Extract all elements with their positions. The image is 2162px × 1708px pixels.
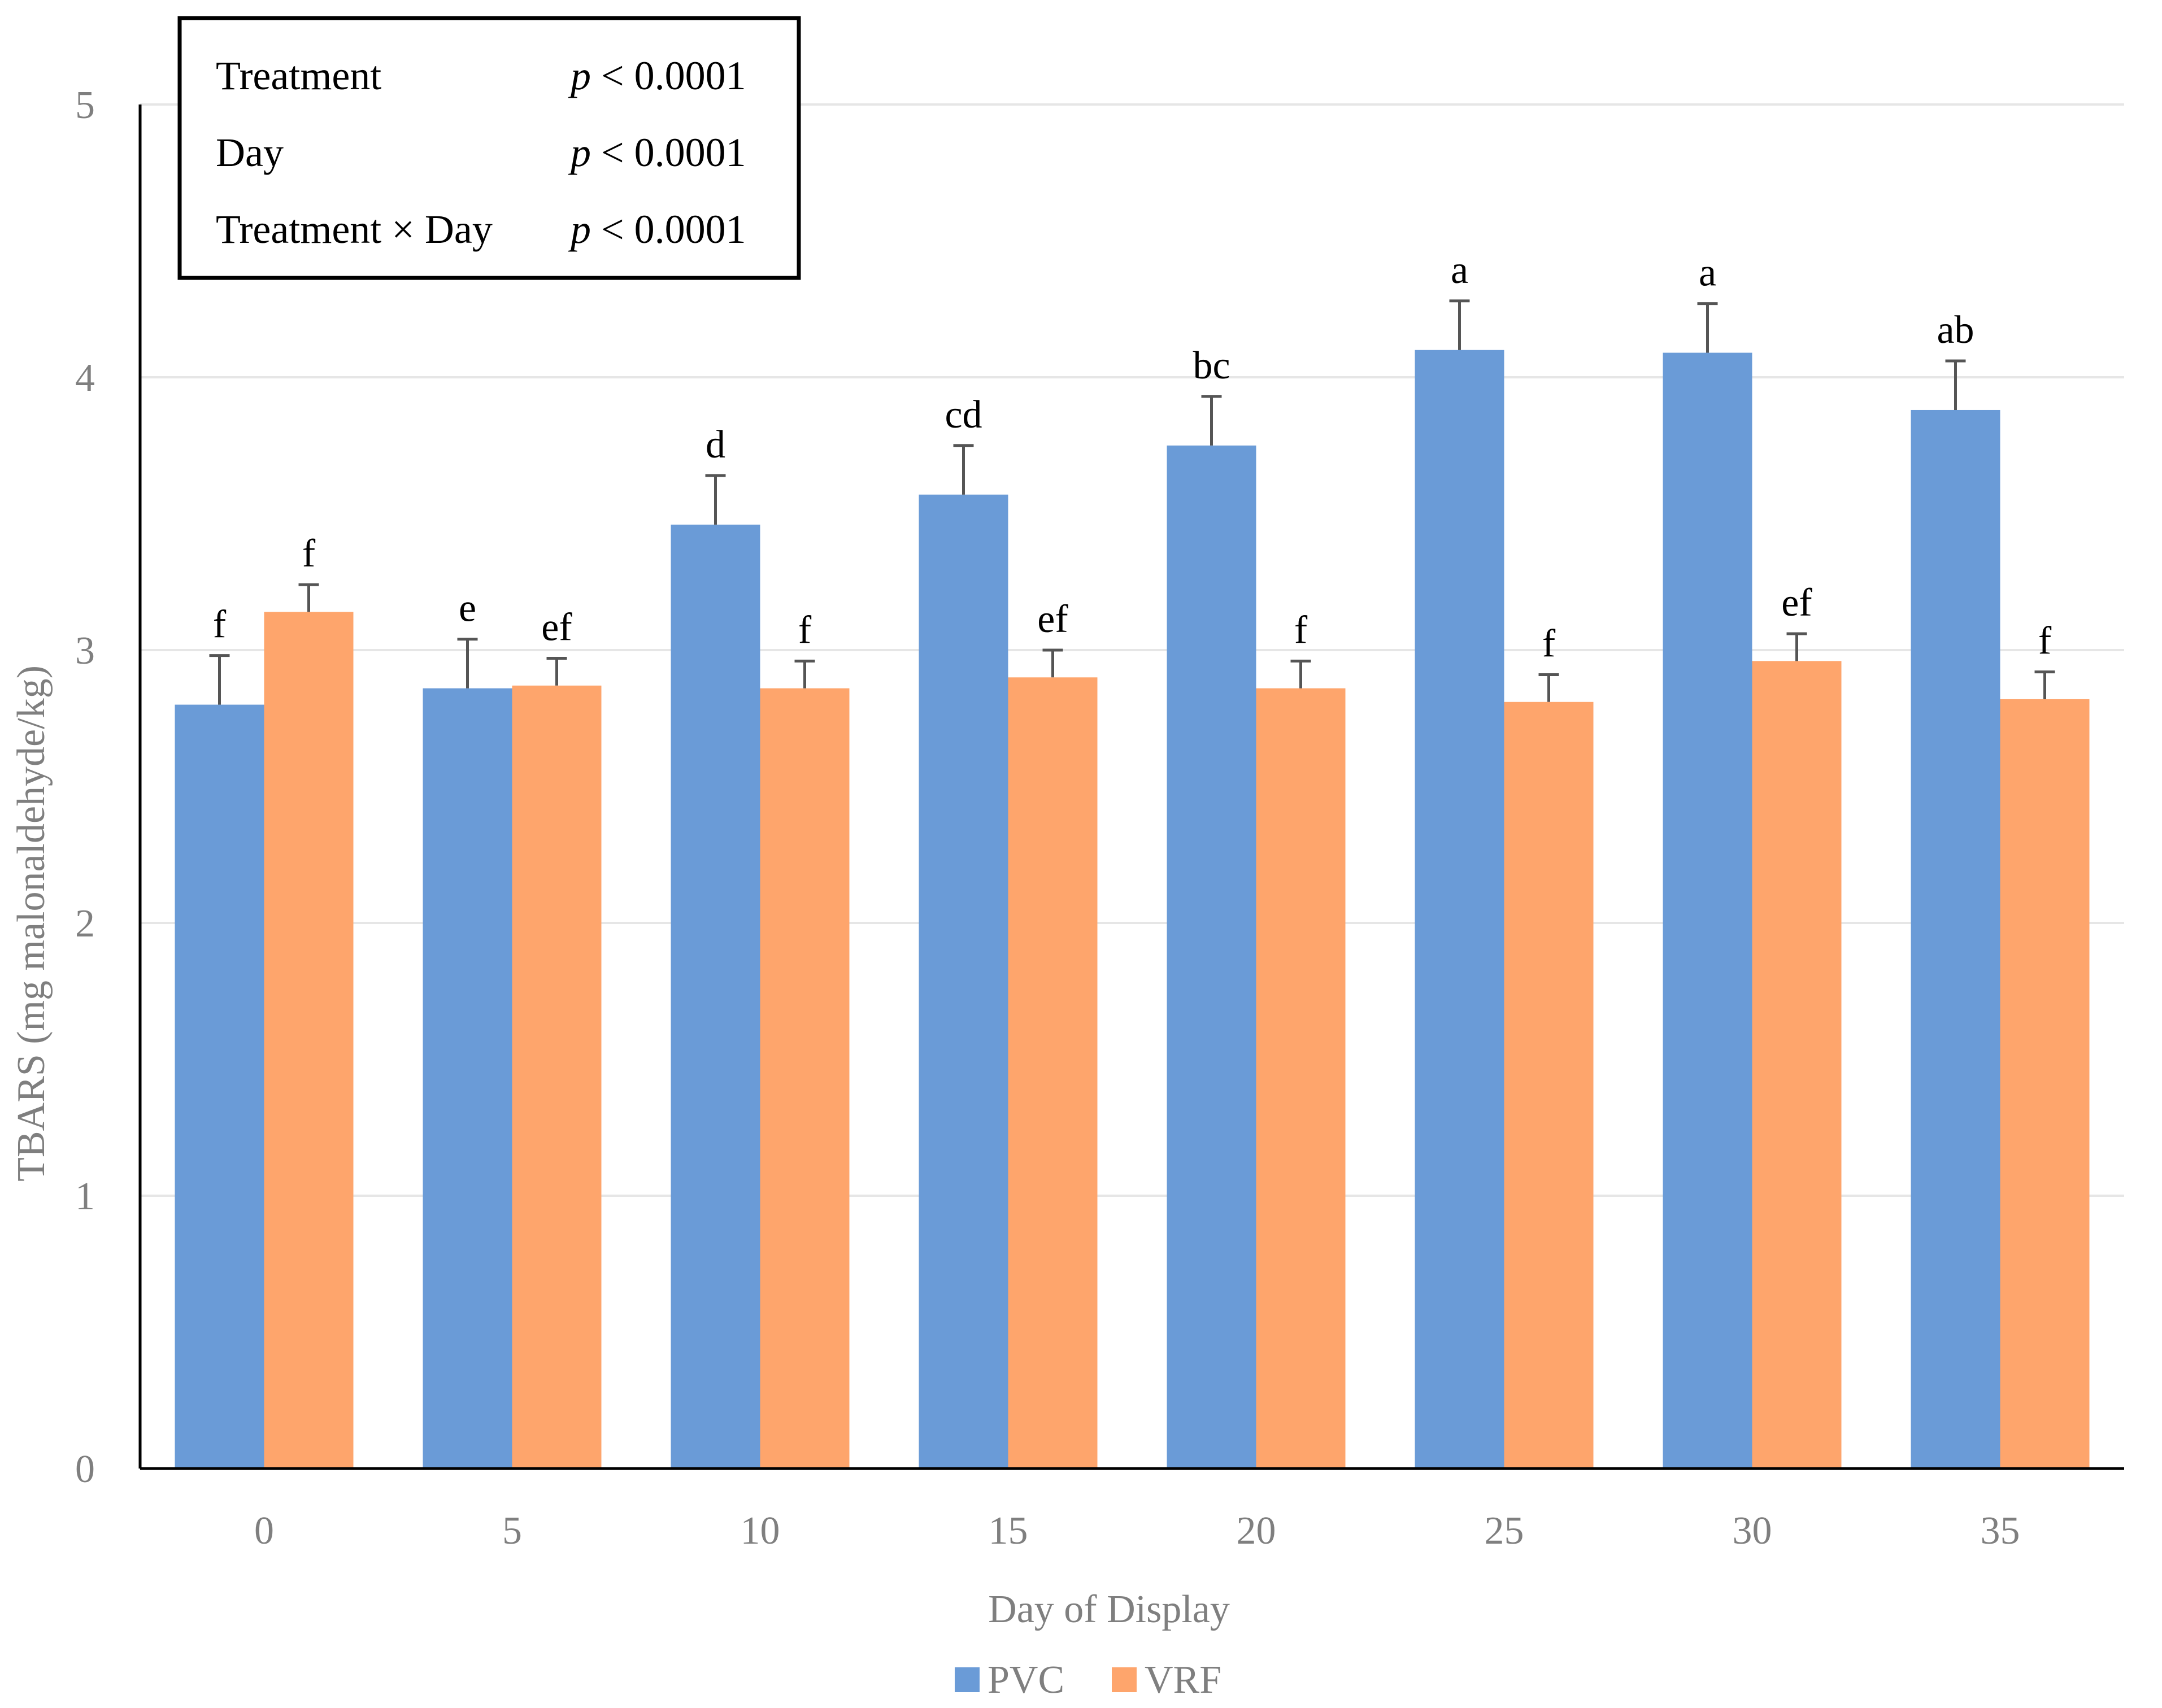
x-axis-title: Day of Display [988, 1588, 1230, 1631]
bar-vrf-day-0 [264, 612, 354, 1469]
significance-letter: f [798, 608, 812, 652]
significance-letter: d [706, 423, 725, 467]
bar-pvc-day-35 [1911, 409, 2000, 1469]
x-tick-labels: 0 5 10 15 20 25 30 35 [254, 1509, 2020, 1553]
bar-pvc-day-5 [423, 688, 512, 1469]
stats-p-number: < 0.0001 [591, 207, 746, 252]
y-tick-label: 1 [75, 1175, 95, 1218]
x-tick-label: 0 [254, 1509, 274, 1553]
stats-p-symbol: p [568, 130, 591, 175]
y-tick-label: 5 [75, 84, 95, 127]
significance-letter: ef [1781, 581, 1812, 625]
stats-p-symbol: p [568, 53, 591, 98]
significance-letters: f f e ef d f cd ef bc f a f a ef ab f [213, 249, 2052, 666]
x-tick-label: 5 [502, 1509, 522, 1553]
y-tick-label: 2 [75, 902, 95, 945]
bar-vrf-day-15 [1008, 677, 1098, 1469]
legend: PVC VRF [955, 1658, 1221, 1702]
significance-letter: e [459, 587, 476, 630]
statistics-box: Treatment p < 0.0001 Day p < 0.0001 Treatmen… [177, 16, 801, 280]
significance-letter: f [302, 532, 316, 576]
legend-swatch-pvc [955, 1667, 980, 1692]
significance-letter: f [2038, 620, 2052, 663]
y-tick-label: 3 [75, 629, 95, 673]
bar-vrf-day-5 [512, 685, 602, 1469]
bar-vrf-day-20 [1256, 688, 1346, 1469]
legend-label-pvc: PVC [988, 1658, 1064, 1702]
x-tick-label: 10 [741, 1509, 780, 1553]
legend-label-vrf: VRF [1145, 1658, 1221, 1702]
y-axis-title: TBARS (mg malonaldehyde/kg) [10, 665, 53, 1182]
stats-p-value: p < 0.0001 [568, 207, 746, 252]
bar-vrf-day-30 [1752, 661, 1842, 1469]
bar-vrf-day-10 [760, 688, 850, 1469]
y-tick-label: 4 [75, 356, 95, 400]
y-tick-labels: 0 1 2 3 4 5 [75, 84, 95, 1491]
stats-p-number: < 0.0001 [591, 53, 746, 98]
y-tick-label: 0 [75, 1448, 95, 1491]
significance-letter: ef [541, 605, 572, 649]
significance-letter: ab [1937, 308, 1974, 352]
bar-vrf-day-35 [2000, 699, 2090, 1469]
significance-letter: f [1542, 622, 1556, 665]
statistics-box-border [177, 16, 801, 280]
significance-letter: cd [945, 393, 982, 437]
bar-vrf-day-25 [1504, 702, 1594, 1469]
legend-swatch-vrf [1112, 1667, 1137, 1692]
bar-pvc-day-15 [919, 494, 1008, 1469]
bar-pvc-day-0 [175, 704, 264, 1469]
x-tick-label: 20 [1237, 1509, 1276, 1553]
significance-letter: ef [1037, 598, 1068, 641]
significance-letter: f [213, 603, 227, 647]
stats-p-value: p < 0.0001 [568, 53, 746, 98]
bar-pvc-day-20 [1167, 445, 1256, 1469]
significance-letter: bc [1193, 344, 1230, 387]
x-tick-label: 25 [1485, 1509, 1524, 1553]
stats-label: Day [216, 130, 284, 175]
significance-letter: a [1699, 251, 1716, 295]
stats-label: Treatment [216, 53, 381, 98]
stats-p-number: < 0.0001 [591, 130, 746, 175]
stats-p-value: p < 0.0001 [568, 130, 746, 175]
stats-p-symbol: p [568, 207, 591, 252]
bars [175, 350, 2090, 1469]
x-tick-label: 30 [1733, 1509, 1772, 1553]
x-tick-label: 35 [1981, 1509, 2020, 1553]
stats-label: Treatment × Day [216, 207, 493, 252]
x-tick-label: 15 [989, 1509, 1028, 1553]
bar-pvc-day-30 [1663, 352, 1752, 1469]
significance-letter: f [1294, 608, 1308, 652]
bar-pvc-day-10 [671, 524, 760, 1469]
error-bars [209, 299, 2055, 705]
bar-pvc-day-25 [1415, 350, 1504, 1469]
significance-letter: a [1451, 249, 1468, 292]
